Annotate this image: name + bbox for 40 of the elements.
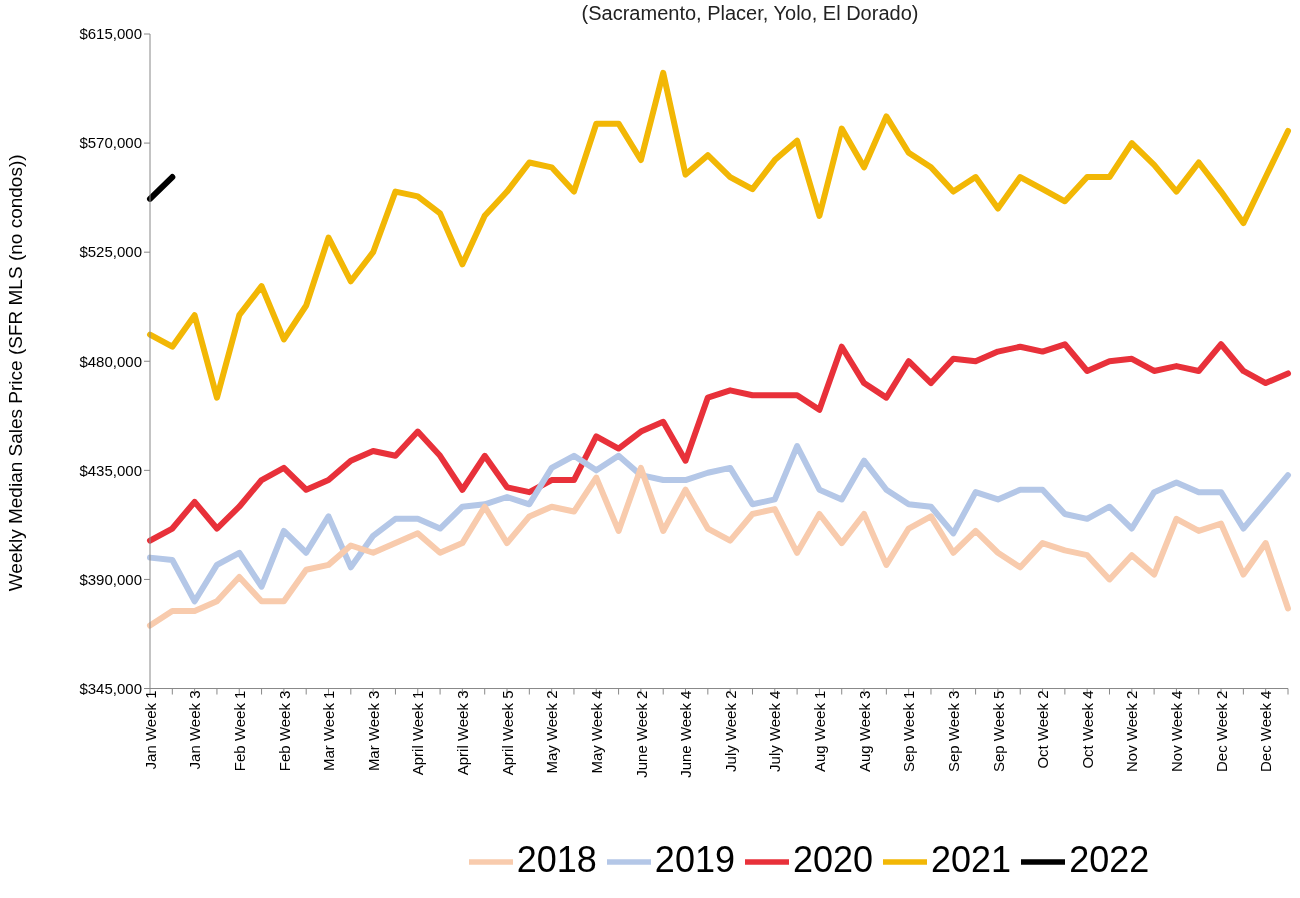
- x-tick-label: April Week 1: [409, 690, 427, 776]
- x-tick-label: Jan Week 1: [141, 690, 159, 770]
- x-tick-label: Sep Week 3: [944, 690, 962, 772]
- y-tick-label: $615,000: [79, 25, 142, 43]
- y-axis-title: Weekly Median Sales Price (SFR MLS (no condos)): [4, 154, 26, 592]
- x-tick-label: Dec Week 2: [1212, 690, 1230, 772]
- y-tick-label: $390,000: [79, 570, 142, 588]
- x-tick-label: Nov Week 2: [1123, 690, 1141, 772]
- y-tick-label: $435,000: [79, 461, 142, 479]
- x-tick-label: April Week 3: [454, 690, 472, 776]
- x-tick-label: Jan Week 3: [186, 690, 204, 770]
- x-tick-label: Dec Week 4: [1257, 690, 1275, 772]
- x-tick-label: Aug Week 1: [811, 690, 829, 772]
- x-tick-label: Feb Week 1: [230, 690, 248, 772]
- x-tick-label: July Week 4: [766, 690, 784, 772]
- legend-label: 2019: [654, 838, 735, 880]
- y-tick-label: $480,000: [79, 352, 142, 370]
- x-tick-label: Mar Week 1: [320, 690, 338, 772]
- legend-label: 2022: [1069, 838, 1150, 880]
- x-tick-label: April Week 5: [498, 690, 516, 776]
- chart-subtitle: (Sacramento, Placer, Yolo, El Dorado): [580, 1, 920, 26]
- x-tick-label: Sep Week 1: [900, 690, 918, 772]
- x-tick-label: Sep Week 5: [989, 690, 1007, 772]
- y-tick-label: $345,000: [79, 679, 142, 697]
- x-tick-label: Mar Week 3: [364, 690, 382, 772]
- x-tick-label: Nov Week 4: [1168, 690, 1186, 772]
- x-tick-label: Feb Week 3: [275, 690, 293, 772]
- x-tick-label: July Week 2: [721, 690, 739, 772]
- x-tick-label: June Week 2: [632, 690, 650, 778]
- x-tick-label: Oct Week 4: [1078, 690, 1096, 769]
- x-tick-label: May Week 4: [587, 690, 605, 774]
- y-tick-label: $570,000: [79, 134, 142, 152]
- x-tick-label: June Week 4: [677, 690, 695, 778]
- x-tick-label: Aug Week 3: [855, 690, 873, 772]
- y-tick-label: $525,000: [79, 243, 142, 261]
- x-tick-label: Oct Week 2: [1034, 690, 1052, 769]
- legend-label: 2021: [931, 838, 1012, 880]
- legend-label: 2018: [516, 838, 597, 880]
- x-tick-label: May Week 2: [543, 690, 561, 774]
- legend-label: 2020: [792, 838, 874, 880]
